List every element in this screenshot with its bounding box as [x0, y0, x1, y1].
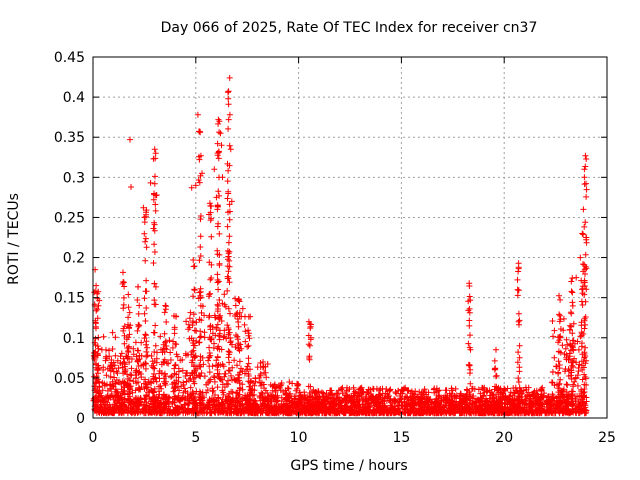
y-tick-label: 0.4	[63, 90, 85, 106]
axis-ticks: 0 0.05 0.1 0.15 0.2 0.25 0.3 0.35 0.4 0.45 0 5 10 15 2…	[54, 50, 616, 446]
plot-frame	[92, 56, 608, 419]
y-axis-label: ROTI / TECUs	[6, 193, 22, 285]
x-tick-label: 25	[598, 430, 616, 446]
y-tick-label: 0.25	[54, 210, 85, 226]
chart-title: Day 066 of 2025, Rate Of TEC Index for r…	[161, 20, 538, 36]
y-tick-label: 0.05	[54, 371, 85, 387]
data-points	[90, 74, 590, 417]
roti-point-marks	[90, 74, 590, 417]
y-tick-label: 0.3	[63, 170, 85, 186]
x-tick-label: 10	[290, 430, 308, 446]
x-axis-label: GPS time / hours	[290, 458, 407, 474]
y-tick-label: 0.45	[54, 50, 85, 66]
y-tick-label: 0.35	[54, 130, 85, 146]
x-tick-label: 15	[392, 430, 410, 446]
grid-lines	[93, 57, 607, 418]
x-tick-label: 20	[495, 430, 513, 446]
y-tick-label: 0.2	[63, 251, 85, 267]
x-tick-label: 5	[191, 430, 200, 446]
y-tick-label: 0.15	[54, 291, 85, 307]
x-tick-label: 0	[89, 430, 98, 446]
y-tick-label: 0.1	[63, 331, 85, 347]
y-tick-label: 0	[76, 411, 85, 427]
